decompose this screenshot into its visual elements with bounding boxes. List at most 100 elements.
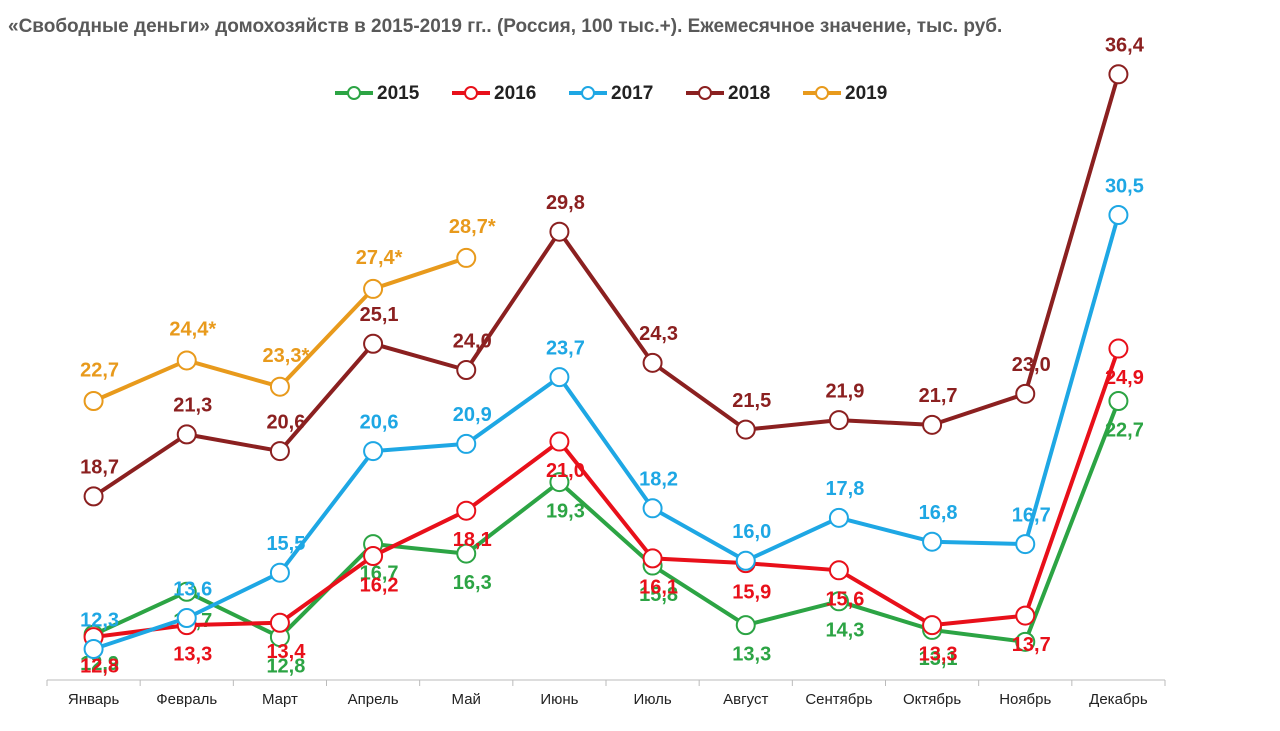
legend-label: 2015 <box>377 83 420 104</box>
value-label: 13,7 <box>1012 634 1051 656</box>
x-tick-label: Январь <box>68 691 120 708</box>
x-tick-label: Февраль <box>156 691 217 708</box>
point-marker <box>735 550 756 571</box>
point-marker <box>83 486 104 507</box>
value-label: 12,9 <box>80 653 119 675</box>
value-label: 21,5 <box>732 390 771 412</box>
point-marker <box>1108 338 1129 359</box>
value-label: 21,9 <box>825 380 864 402</box>
value-label: 17,8 <box>825 478 864 500</box>
value-label: 16,3 <box>453 572 492 594</box>
point-marker <box>828 507 849 528</box>
point-marker <box>549 367 570 388</box>
value-label: 24,0 <box>453 330 492 352</box>
x-tick-label: Декабрь <box>1089 691 1148 708</box>
point-marker <box>456 247 477 268</box>
value-label: 18,1 <box>453 529 492 551</box>
point-marker <box>549 472 570 493</box>
series-line <box>92 73 1121 499</box>
value-label: 16,8 <box>919 502 958 524</box>
series-line <box>92 214 1121 651</box>
value-label: 14,3 <box>825 620 864 642</box>
point-marker <box>83 639 104 659</box>
point-marker <box>549 431 570 452</box>
point-marker <box>1108 64 1129 85</box>
point-marker <box>176 424 197 445</box>
value-label: 13,3 <box>919 643 958 665</box>
value-label: 21,0 <box>546 460 585 482</box>
value-label: 18,2 <box>639 469 678 491</box>
value-label: 21,7 <box>919 385 958 407</box>
chart-title: «Свободные деньги» домохозяйств в 2015-2… <box>8 16 1002 37</box>
point-marker <box>83 391 104 411</box>
point-marker <box>176 350 197 371</box>
point-marker <box>363 278 384 299</box>
value-label: 18,7 <box>80 457 119 479</box>
value-label: 13,6 <box>173 578 212 600</box>
point-marker <box>363 333 384 354</box>
value-label: 15,6 <box>825 589 864 611</box>
value-label: 36,4 <box>1105 35 1145 57</box>
value-label: 20,9 <box>453 404 492 426</box>
x-tick-label: Август <box>723 691 768 708</box>
legend-marker <box>347 86 361 100</box>
point-marker <box>269 562 290 583</box>
point-marker <box>828 560 849 581</box>
point-marker <box>269 441 290 462</box>
point-marker <box>922 531 943 552</box>
point-marker <box>269 376 290 397</box>
x-tick-label: Сентябрь <box>805 691 872 708</box>
value-label: 15,9 <box>732 581 771 603</box>
series-line <box>93 347 1121 640</box>
legend-label: 2019 <box>845 83 887 104</box>
point-marker <box>363 546 384 566</box>
point-marker <box>1015 631 1036 652</box>
value-label: 29,8 <box>546 192 585 214</box>
value-label: 24,9 <box>1105 367 1144 389</box>
value-label: 16,7 <box>1012 504 1051 526</box>
point-marker <box>642 352 663 373</box>
legend-marker <box>464 86 478 100</box>
x-tick-label: Март <box>262 691 298 708</box>
point-marker <box>1015 534 1036 555</box>
point-marker <box>735 615 756 636</box>
point-marker <box>642 498 663 519</box>
point-marker <box>363 441 384 462</box>
legend-marker <box>815 86 829 100</box>
x-tick-label: Ноябрь <box>999 691 1051 708</box>
value-label: 12,8 <box>80 655 119 677</box>
point-marker <box>1108 391 1129 411</box>
value-label: 22,7 <box>1105 419 1144 441</box>
point-marker <box>456 360 477 380</box>
x-tick-label: Апрель <box>348 691 399 708</box>
legend-marker <box>581 86 595 100</box>
point-marker <box>922 414 943 435</box>
value-label: 23,7 <box>546 337 585 359</box>
value-label: 24,4* <box>169 319 216 341</box>
value-label: 12,8 <box>266 655 305 677</box>
point-marker <box>735 419 756 440</box>
series-line <box>92 400 1121 644</box>
value-label: 16,1 <box>639 577 678 599</box>
x-tick-label: Июль <box>633 691 671 708</box>
point-marker <box>642 548 663 569</box>
value-label: 28,7* <box>449 216 496 238</box>
legend-label: 2017 <box>611 83 653 104</box>
x-tick-label: Май <box>452 691 481 708</box>
value-label: 15,5 <box>266 533 305 555</box>
value-label: 21,3 <box>173 395 212 417</box>
point-marker <box>828 410 849 431</box>
point-marker <box>176 608 197 628</box>
point-marker <box>1108 205 1129 225</box>
value-label: 20,6 <box>360 411 399 433</box>
legend-label: 2018 <box>728 83 770 104</box>
x-tick-label: Июнь <box>540 691 578 708</box>
legend-marker <box>698 86 712 100</box>
point-marker <box>176 581 197 602</box>
value-label: 25,1 <box>360 304 399 326</box>
value-label: 13,1 <box>919 648 958 670</box>
value-label: 12,3 <box>80 609 119 631</box>
value-label: 27,4* <box>356 247 403 269</box>
point-marker <box>922 615 943 636</box>
